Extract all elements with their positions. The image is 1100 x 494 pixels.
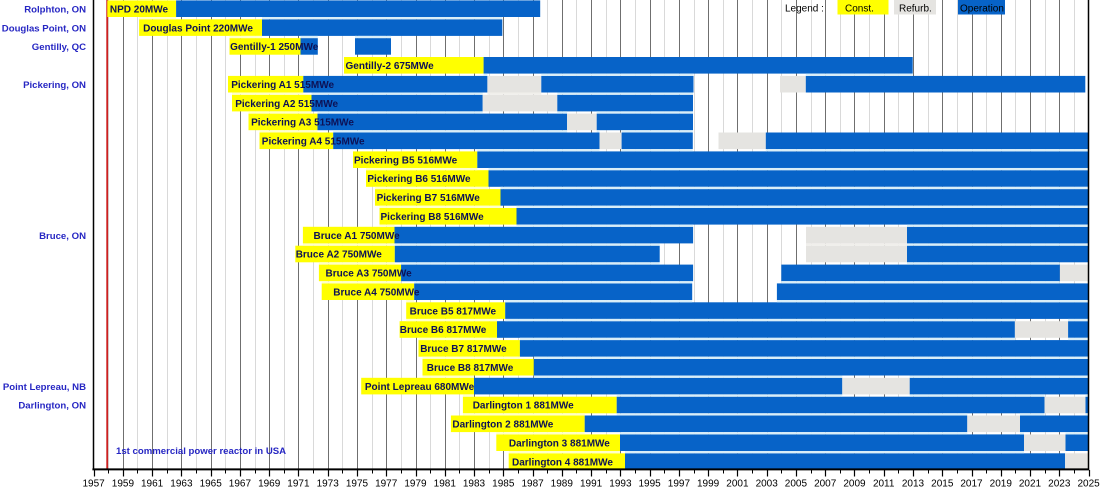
svg-text:Pickering, ON: Pickering, ON — [23, 80, 86, 91]
svg-text:Douglas Point, ON: Douglas Point, ON — [2, 23, 86, 34]
svg-text:1st commercial power reactor i: 1st commercial power reactor in USA — [116, 446, 286, 457]
svg-text:Operation: Operation — [960, 4, 1004, 15]
svg-text:Bruce A2 750MWe: Bruce A2 750MWe — [296, 250, 383, 261]
svg-text:1965: 1965 — [200, 479, 223, 490]
svg-text:1969: 1969 — [258, 479, 281, 490]
svg-text:Legend :: Legend : — [785, 4, 824, 15]
svg-text:NPD 20MWe: NPD 20MWe — [110, 4, 169, 15]
svg-text:1989: 1989 — [551, 479, 574, 490]
svg-text:Point Lepreau 680MWe: Point Lepreau 680MWe — [365, 382, 475, 393]
svg-text:1997: 1997 — [668, 479, 691, 490]
svg-text:1959: 1959 — [112, 479, 135, 490]
svg-text:Darlington 1 881MWe: Darlington 1 881MWe — [473, 401, 574, 412]
svg-text:Pickering B5 516MWe: Pickering B5 516MWe — [354, 155, 458, 166]
svg-text:1975: 1975 — [346, 479, 369, 490]
svg-text:1981: 1981 — [434, 479, 457, 490]
svg-text:1987: 1987 — [521, 479, 544, 490]
svg-text:1973: 1973 — [317, 479, 340, 490]
svg-text:2013: 2013 — [902, 479, 925, 490]
svg-text:1983: 1983 — [463, 479, 486, 490]
svg-text:Pickering B7 516MWe: Pickering B7 516MWe — [377, 193, 481, 204]
svg-text:Bruce B5 817MWe: Bruce B5 817MWe — [410, 306, 497, 317]
svg-text:1999: 1999 — [697, 479, 720, 490]
svg-text:2001: 2001 — [726, 479, 749, 490]
svg-text:Pickering A3 515MWe: Pickering A3 515MWe — [251, 118, 354, 129]
svg-text:Bruce B7 817MWe: Bruce B7 817MWe — [420, 344, 507, 355]
svg-text:Darlington 4 881MWe: Darlington 4 881MWe — [512, 457, 613, 468]
svg-text:Darlington, ON: Darlington, ON — [18, 401, 86, 412]
svg-text:2025: 2025 — [1077, 479, 1100, 490]
svg-text:Const.: Const. — [845, 4, 874, 15]
svg-text:2011: 2011 — [873, 479, 895, 490]
svg-text:1971: 1971 — [287, 479, 310, 490]
svg-text:Rolphton, ON: Rolphton, ON — [24, 4, 86, 15]
svg-text:Bruce B6 817MWe: Bruce B6 817MWe — [400, 325, 487, 336]
svg-text:1979: 1979 — [404, 479, 427, 490]
svg-text:2003: 2003 — [756, 479, 779, 490]
svg-text:Pickering A4 515MWe: Pickering A4 515MWe — [262, 137, 365, 148]
svg-text:1995: 1995 — [638, 479, 661, 490]
svg-text:2009: 2009 — [843, 479, 866, 490]
svg-text:Refurb.: Refurb. — [899, 4, 932, 15]
svg-text:Pickering B8 516MWe: Pickering B8 516MWe — [381, 212, 485, 223]
svg-text:1977: 1977 — [375, 479, 398, 490]
svg-text:1993: 1993 — [609, 479, 632, 490]
svg-text:Point Lepreau, NB: Point Lepreau, NB — [3, 382, 86, 393]
svg-text:1991: 1991 — [580, 479, 603, 490]
svg-text:1963: 1963 — [170, 479, 193, 490]
svg-text:1967: 1967 — [229, 479, 252, 490]
svg-text:Darlington 2 881MWe: Darlington 2 881MWe — [452, 420, 553, 431]
svg-text:2005: 2005 — [785, 479, 808, 490]
svg-text:Bruce A3 750MWe: Bruce A3 750MWe — [326, 269, 413, 280]
svg-text:1957: 1957 — [82, 479, 105, 490]
svg-text:2019: 2019 — [990, 479, 1013, 490]
svg-text:Bruce B8 817MWe: Bruce B8 817MWe — [427, 363, 514, 374]
svg-text:2015: 2015 — [931, 479, 954, 490]
svg-text:1985: 1985 — [492, 479, 515, 490]
svg-text:Pickering A1 515MWe: Pickering A1 515MWe — [231, 80, 334, 91]
svg-text:Gentilly-2 675MWe: Gentilly-2 675MWe — [346, 61, 435, 72]
svg-text:Bruce A1 750MWe: Bruce A1 750MWe — [314, 231, 401, 242]
svg-text:1961: 1961 — [141, 479, 164, 490]
svg-text:Bruce A4 750MWe: Bruce A4 750MWe — [333, 287, 420, 298]
svg-text:Pickering A2 515MWe: Pickering A2 515MWe — [235, 99, 338, 110]
svg-text:2023: 2023 — [1048, 479, 1071, 490]
svg-text:Darlington 3 881MWe: Darlington 3 881MWe — [509, 438, 610, 449]
svg-text:2017: 2017 — [960, 479, 983, 490]
svg-text:2007: 2007 — [814, 479, 837, 490]
svg-text:Douglas Point 220MWe: Douglas Point 220MWe — [143, 23, 253, 34]
svg-text:2021: 2021 — [1019, 479, 1042, 490]
svg-text:Bruce, ON: Bruce, ON — [39, 231, 86, 242]
svg-text:Pickering B6 516MWe: Pickering B6 516MWe — [367, 174, 471, 185]
svg-text:Gentilly, QC: Gentilly, QC — [32, 42, 86, 53]
svg-text:Gentilly-1 250MWe: Gentilly-1 250MWe — [230, 42, 319, 53]
